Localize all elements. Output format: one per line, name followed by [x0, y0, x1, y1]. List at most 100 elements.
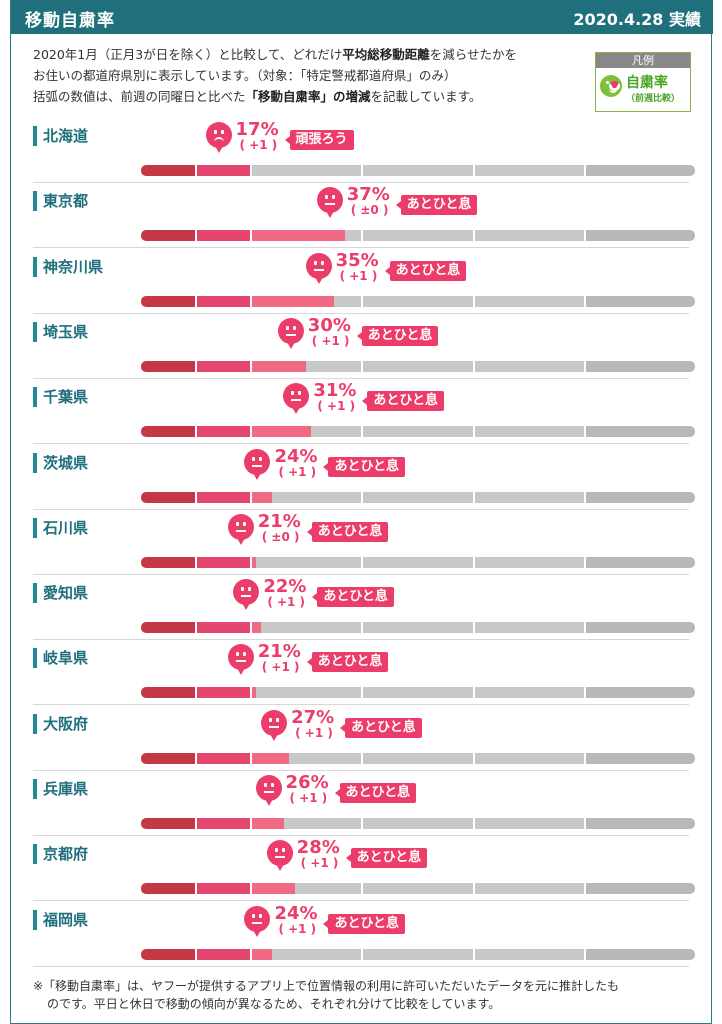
progress-bar [141, 295, 697, 307]
bar-segment [141, 948, 195, 960]
bar-segment [141, 360, 195, 372]
prefecture-label: 茨城県 [33, 452, 88, 473]
bar-segment [252, 818, 362, 829]
bar-segment [252, 230, 362, 242]
value-percent: 21% [257, 510, 301, 532]
bar-segment [196, 883, 251, 895]
bar-segment [252, 883, 362, 895]
value-percent: 35% [335, 249, 379, 271]
bar-fill [252, 230, 345, 242]
eye [281, 848, 285, 853]
value-diff: ( +1 ) [267, 595, 306, 610]
footnote-line2: のです。平日と休日で移動の傾向が異なるため、それぞれ分けて比較をしています。 [47, 997, 501, 1011]
eye [248, 587, 252, 592]
eye [213, 130, 217, 134]
bar-fill [252, 426, 312, 438]
chart-row: 埼玉県 30%( +1 ) あとひと息 [33, 314, 695, 379]
eye [274, 848, 278, 853]
chart-row: 石川県 21%( ±0 ) あとひと息 [33, 510, 695, 575]
bar-segment [252, 622, 362, 634]
chart-row: 茨城県 24%( +1 ) あとひと息 [33, 445, 695, 510]
bar-segment [141, 295, 195, 307]
eye [292, 325, 296, 330]
bar-segment [474, 883, 584, 895]
value-percent: 17% [235, 119, 279, 140]
bar-segment [252, 687, 362, 699]
prefecture-label: 神奈川県 [33, 256, 103, 277]
legend-sub: （前週比較） [626, 94, 681, 104]
bar-segment [363, 752, 473, 764]
progress-bar [141, 556, 697, 568]
bar-segment [474, 295, 584, 307]
bar-segment [585, 295, 695, 307]
intro-line3-post: を記載しています。 [370, 89, 482, 104]
value-percent: 37% [346, 184, 390, 206]
bar-fill [252, 687, 256, 699]
bar-segment [474, 622, 584, 634]
value-diff: ( +1 ) [339, 268, 378, 283]
bar-segment [196, 426, 251, 438]
progress-bar [141, 230, 697, 242]
bar-segment [252, 165, 362, 176]
bar-segment [585, 165, 695, 176]
mouth [235, 529, 246, 532]
intro-line1-bold: 平均総移動距離 [342, 47, 430, 62]
value-percent: 24% [274, 445, 318, 467]
value-diff: ( +1 ) [289, 791, 328, 805]
bar-segment [585, 230, 695, 242]
progress-bar [141, 426, 697, 438]
status-tag: あとひと息 [362, 391, 444, 412]
bar-segment [585, 818, 695, 829]
bar-segment [585, 622, 695, 634]
bar-segment [363, 230, 473, 242]
value-diff: ( +1 ) [295, 725, 333, 740]
legend-label: 自粛率 [626, 75, 668, 91]
bar-segment [252, 491, 362, 503]
neutral-face-icon [277, 317, 304, 349]
bar-fill [252, 360, 306, 372]
bar-segment [585, 491, 695, 503]
status-tag: あとひと息 [323, 913, 406, 934]
page-title: 移動自粛率 [25, 11, 115, 31]
progress-bar [141, 360, 697, 372]
prefecture-label: 福岡県 [33, 909, 88, 930]
bar-segment [252, 556, 362, 568]
eye [235, 652, 239, 657]
bar-segment [196, 230, 251, 242]
mouth [324, 203, 335, 206]
bar-segment [474, 752, 584, 764]
bar-fill [252, 752, 290, 764]
bar-segment [363, 556, 473, 568]
intro-line1-pre: 2020年1月（正月3が日を除く）と比較して、どれだけ [33, 47, 343, 62]
eye [252, 913, 256, 918]
header-bar: 移動自粛率 2020.4.28 実績 [11, 0, 713, 34]
bar-segment [252, 426, 362, 438]
neutral-face-icon [261, 709, 288, 741]
value-percent: 22% [263, 576, 307, 598]
bar-segment [363, 165, 473, 176]
value-percent: 27% [291, 706, 335, 728]
mouth [291, 399, 302, 402]
eye [252, 456, 256, 461]
progress-bar [141, 752, 697, 764]
eye [324, 195, 328, 200]
bar-fill [252, 556, 256, 568]
eye [313, 260, 317, 265]
status-tag: あとひと息 [395, 195, 478, 216]
progress-bar [141, 948, 697, 960]
bar-segment [141, 818, 195, 829]
eye [241, 587, 245, 592]
neutral-face-icon [227, 513, 254, 545]
bar-segment [474, 818, 584, 829]
value-diff: ( +1 ) [278, 464, 317, 479]
bar-segment [141, 687, 195, 699]
bar-segment [363, 883, 473, 895]
chart-row: 千葉県 31%( +1 ) あとひと息 [33, 379, 695, 445]
value-diff: ( ±0 ) [261, 529, 300, 544]
eye [285, 325, 289, 330]
value-percent: 26% [285, 772, 329, 793]
progress-bar [141, 165, 697, 176]
bar-segment [585, 687, 695, 699]
status-tag: あとひと息 [334, 783, 417, 803]
neutral-face-icon [316, 187, 343, 219]
